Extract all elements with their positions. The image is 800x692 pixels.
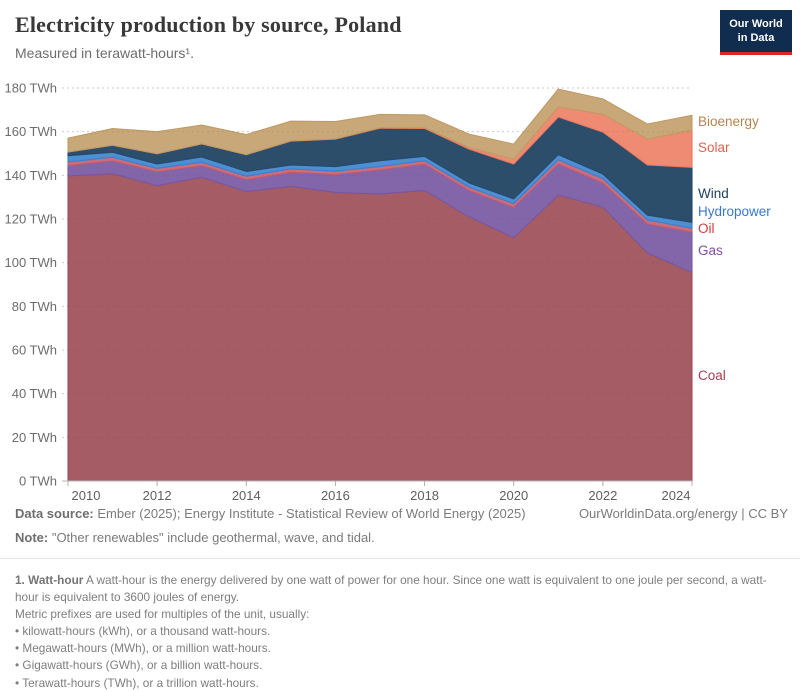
footnote-bullet: • Gigawatt-hours (GWh), or a billion wat… <box>15 658 263 673</box>
stacked-area-chart[interactable]: 0 TWh 20 TWh 40 TWh 60 TWh 80 TWh 100 TWh 120 … <box>0 75 800 507</box>
owid-logo-line2: in Data <box>737 32 775 45</box>
y-axis-tick-label: 0 TWh <box>19 474 57 489</box>
footnote-prefix-line: Metric prefixes are used for multiples o… <box>15 607 310 622</box>
footer-divider <box>0 558 800 559</box>
footnote-bullet: • kilowatt-hours (kWh), or a thousand wa… <box>15 624 271 639</box>
y-axis-tick-label: 20 TWh <box>12 430 57 445</box>
x-axis-tick-label: 2020 <box>499 488 528 503</box>
footnote-block: 1. Watt-hour A watt-hour is the energy d… <box>15 572 782 692</box>
y-axis-tick-label: 60 TWh <box>12 343 57 358</box>
y-axis-tick-label: 140 TWh <box>4 168 57 183</box>
owid-logo[interactable]: Our World in Data <box>720 10 792 55</box>
legend-label-gas[interactable]: Gas <box>698 243 723 259</box>
legend-label-bioenergy[interactable]: Bioenergy <box>698 113 759 129</box>
legend-label-coal[interactable]: Coal <box>698 367 726 383</box>
page-title: Electricity production by source, Poland <box>15 12 402 37</box>
x-axis-tick-label: 2018 <box>410 488 439 503</box>
chart-subtitle: Measured in terawatt-hours¹. <box>15 45 194 61</box>
footnote-term: 1. Watt-hour <box>15 573 84 587</box>
footnote-definition: 1. Watt-hour A watt-hour is the energy d… <box>15 572 782 606</box>
x-axis-tick-label: 2022 <box>588 488 617 503</box>
footnote-bullet-list: • kilowatt-hours (kWh), or a thousand wa… <box>15 623 782 691</box>
y-axis-tick-label: 180 TWh <box>4 81 57 96</box>
legend-label-solar[interactable]: Solar <box>698 139 730 155</box>
footnote-term-text: A watt-hour is the energy delivered by o… <box>15 573 767 605</box>
area-coal[interactable] <box>67 173 693 482</box>
area-bioenergy[interactable] <box>67 88 693 160</box>
footnote-bullet: • Terawatt-hours (TWh), or a trillion wa… <box>15 675 259 690</box>
data-source-text: Data source: Ember (2025); Energy Instit… <box>15 506 526 521</box>
x-axis-tick-label: 2012 <box>143 488 172 503</box>
chart-area: 0 TWh 20 TWh 40 TWh 60 TWh 80 TWh 100 TWh 120 … <box>0 75 800 507</box>
y-axis-tick-label: 80 TWh <box>12 299 57 314</box>
x-axis-tick-label: 2016 <box>321 488 350 503</box>
legend-label-oil[interactable]: Oil <box>698 221 715 237</box>
y-axis-tick-label: 100 TWh <box>4 255 57 270</box>
x-axis-tick-label: 2014 <box>232 488 261 503</box>
data-source-value: Ember (2025); Energy Institute - Statist… <box>93 506 526 521</box>
footer-sources-row: Data source: Ember (2025); Energy Instit… <box>15 506 788 521</box>
y-axis-tick-label: 120 TWh <box>4 212 57 227</box>
legend-label-wind[interactable]: Wind <box>698 185 729 201</box>
footnote-bullet: • Megawatt-hours (MWh), or a million wat… <box>15 641 271 656</box>
x-axis-tick-label: 2024 <box>662 488 691 503</box>
note-text: "Other renewables" include geothermal, w… <box>48 530 375 545</box>
footer-note-row: Note: "Other renewables" include geother… <box>15 530 788 545</box>
legend-label-hydropower[interactable]: Hydropower <box>698 204 771 220</box>
owid-logo-line1: Our World <box>729 18 783 30</box>
note-label: Note: <box>15 530 49 545</box>
y-axis-tick-label: 160 TWh <box>4 124 57 139</box>
y-axis-tick-label: 40 TWh <box>12 386 57 401</box>
data-source-label: Data source: <box>15 506 94 521</box>
owid-energy-link[interactable]: OurWorldinData.org/energy | CC BY <box>578 506 788 521</box>
chart-header: Electricity production by source, Poland… <box>15 12 705 61</box>
x-axis-tick-label: 2010 <box>72 488 101 503</box>
